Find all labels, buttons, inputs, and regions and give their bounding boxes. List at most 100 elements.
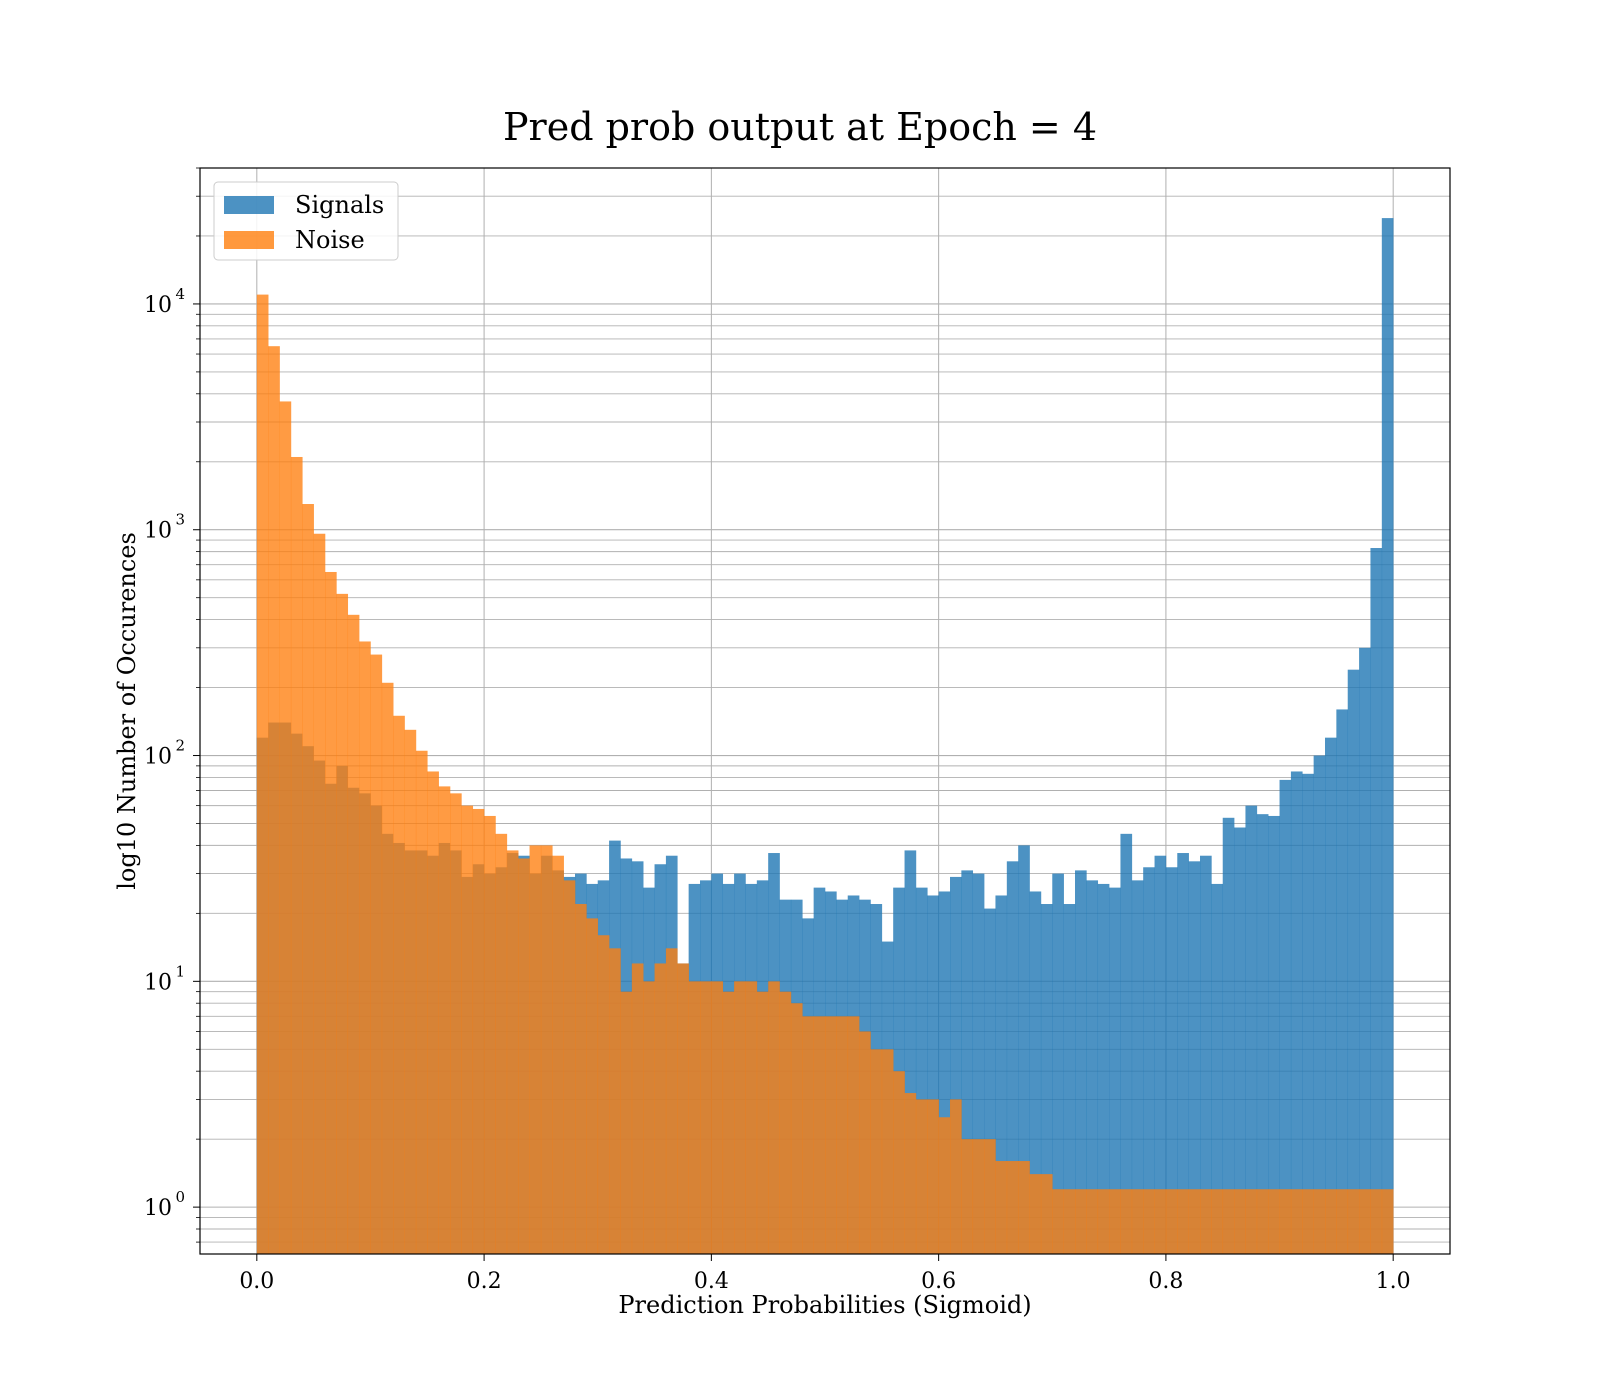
x-tick-label: 0.0 bbox=[239, 1269, 274, 1294]
bar-noise bbox=[938, 1117, 951, 1254]
bar-noise bbox=[904, 1093, 917, 1254]
bar-noise bbox=[279, 401, 292, 1255]
bar-noise bbox=[847, 1016, 860, 1254]
legend-label-signals: Signals bbox=[295, 191, 384, 219]
plot-frame bbox=[199, 167, 1451, 1255]
bar-noise bbox=[1222, 1189, 1235, 1254]
legend: Signals Noise bbox=[213, 181, 399, 261]
bar-noise bbox=[256, 294, 269, 1255]
x-axis-label: Prediction Probabilities (Sigmoid) bbox=[618, 1291, 1031, 1319]
bar-signals bbox=[972, 873, 985, 1254]
bar-signals bbox=[1359, 647, 1371, 1254]
bar-noise bbox=[1143, 1189, 1155, 1254]
bar-noise bbox=[1165, 1189, 1178, 1254]
bar-noise bbox=[972, 1139, 985, 1254]
bar-noise bbox=[347, 614, 360, 1254]
y-tick-exponent: 2 bbox=[175, 737, 185, 755]
bar-noise bbox=[790, 1003, 803, 1254]
bar-noise bbox=[631, 963, 644, 1254]
bar-noise bbox=[870, 1049, 883, 1254]
bar-signals bbox=[1245, 805, 1258, 1254]
bar-signals bbox=[995, 895, 1008, 1254]
y-tick-label: 10 bbox=[144, 519, 172, 544]
bar-noise bbox=[950, 1099, 962, 1254]
bar-noise bbox=[700, 981, 712, 1254]
bar-noise bbox=[1097, 1189, 1110, 1254]
bar-noise bbox=[1370, 1189, 1383, 1254]
y-tick-exponent: 0 bbox=[175, 1188, 185, 1206]
bar-noise bbox=[836, 1016, 849, 1254]
bar-noise bbox=[1325, 1189, 1337, 1254]
bar-noise bbox=[813, 1016, 826, 1254]
bar-noise bbox=[1211, 1189, 1224, 1254]
bar-noise bbox=[665, 948, 678, 1254]
bar-noise bbox=[825, 1016, 837, 1254]
bar-noise bbox=[415, 750, 428, 1254]
bar-noise bbox=[1086, 1189, 1099, 1254]
bar-noise bbox=[1347, 1189, 1360, 1254]
bar-noise bbox=[745, 981, 758, 1254]
bar-signals bbox=[1097, 883, 1110, 1254]
bar-noise bbox=[1131, 1189, 1144, 1254]
bar-noise bbox=[1188, 1189, 1201, 1254]
bar-noise bbox=[802, 1016, 814, 1254]
bar-noise bbox=[722, 991, 735, 1254]
bar-signals bbox=[1188, 861, 1201, 1254]
bar-signals bbox=[1052, 873, 1064, 1254]
bar-signals bbox=[1040, 904, 1053, 1254]
bar-noise bbox=[984, 1139, 996, 1254]
bar-noise bbox=[927, 1099, 939, 1254]
bar-noise bbox=[768, 981, 780, 1254]
bar-noise bbox=[302, 504, 314, 1254]
bar-signals bbox=[950, 876, 962, 1254]
bar-noise bbox=[881, 1049, 894, 1254]
x-tick-label: 0.4 bbox=[694, 1269, 729, 1294]
bar-noise bbox=[893, 1071, 905, 1254]
bar-noise bbox=[404, 729, 417, 1254]
bar-signals bbox=[904, 850, 917, 1254]
bar-signals bbox=[1313, 755, 1326, 1254]
bar-signals bbox=[1131, 880, 1144, 1254]
bar-noise bbox=[1279, 1189, 1292, 1254]
bar-noise bbox=[677, 963, 689, 1254]
x-tick-label: 0.2 bbox=[467, 1269, 502, 1294]
y-tick-base: 10 bbox=[144, 519, 172, 544]
bar-noise bbox=[1313, 1189, 1326, 1254]
bar-noise bbox=[1109, 1189, 1121, 1254]
bar-signals bbox=[1120, 833, 1133, 1254]
bar-noise bbox=[529, 845, 542, 1254]
bar-signals bbox=[938, 891, 951, 1254]
bar-noise bbox=[1075, 1189, 1087, 1254]
bar-noise bbox=[461, 805, 474, 1254]
y-tick-base: 10 bbox=[144, 293, 172, 318]
bar-noise bbox=[484, 815, 496, 1254]
bar-signals bbox=[1029, 891, 1042, 1254]
bar-noise bbox=[654, 963, 667, 1254]
y-tick-exponent: 3 bbox=[175, 511, 185, 529]
bar-noise bbox=[1268, 1189, 1280, 1254]
bar-noise bbox=[438, 786, 451, 1254]
bar-signals bbox=[1165, 867, 1178, 1254]
bar-noise bbox=[290, 456, 303, 1254]
bar-signals bbox=[1200, 855, 1212, 1254]
y-tick-base: 10 bbox=[144, 970, 172, 995]
bar-noise bbox=[1336, 1189, 1349, 1254]
bar-noise bbox=[734, 981, 746, 1254]
bar-noise bbox=[506, 850, 519, 1254]
y-tick-exponent: 4 bbox=[175, 285, 185, 303]
bar-signals bbox=[1018, 845, 1030, 1254]
x-tick-label: 0.8 bbox=[1148, 1269, 1183, 1294]
bar-signals bbox=[1154, 855, 1167, 1254]
bar-signals bbox=[915, 887, 928, 1254]
bars bbox=[256, 218, 1394, 1255]
y-tick-base: 10 bbox=[144, 1196, 172, 1221]
bar-signals bbox=[1177, 853, 1189, 1254]
y-tick-exponent: 1 bbox=[175, 962, 185, 980]
bar-noise bbox=[1018, 1161, 1030, 1254]
legend-label-noise: Noise bbox=[295, 226, 365, 254]
bar-signals bbox=[1336, 709, 1349, 1254]
bar-noise bbox=[563, 880, 576, 1254]
bar-noise bbox=[495, 833, 508, 1254]
bar-noise bbox=[1381, 1189, 1394, 1254]
